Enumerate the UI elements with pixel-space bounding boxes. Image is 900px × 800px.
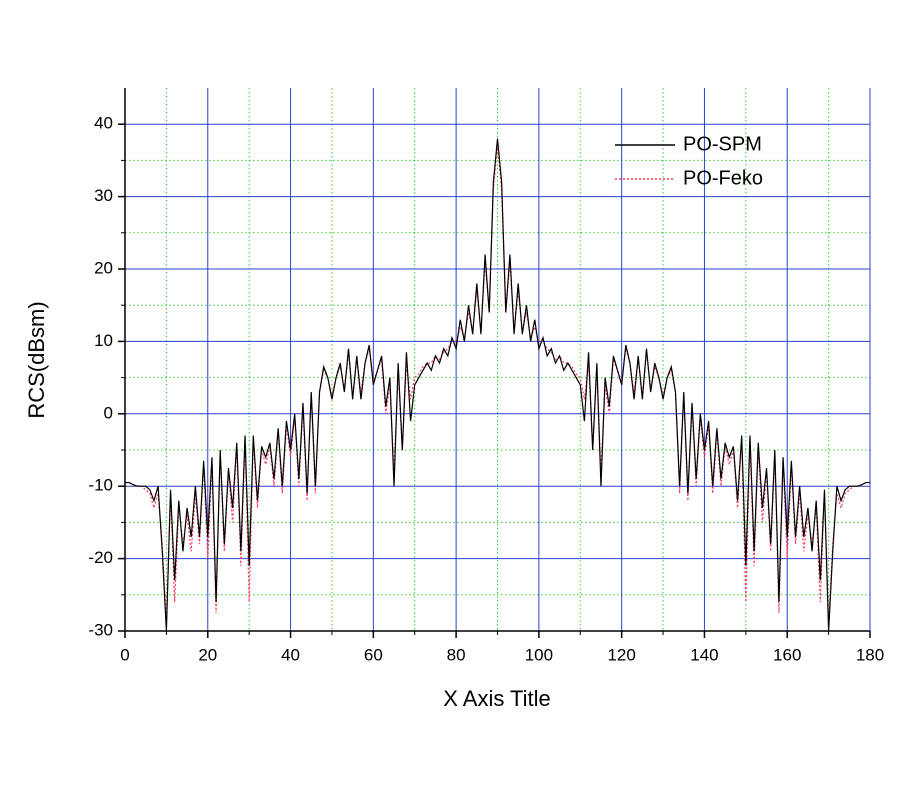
x-tick-label: 20 bbox=[198, 645, 217, 664]
series-line bbox=[125, 138, 870, 632]
x-axis-title: X Axis Title bbox=[443, 686, 551, 711]
x-tick-label: 80 bbox=[447, 645, 466, 664]
y-axis-title: RCS(dBsm) bbox=[24, 301, 49, 418]
legend-label: PO-SPM bbox=[683, 133, 762, 155]
y-tick-label: -20 bbox=[88, 548, 113, 567]
x-tick-label: 120 bbox=[607, 645, 635, 664]
legend-label: PO-Feko bbox=[683, 167, 763, 189]
x-tick-label: 160 bbox=[773, 645, 801, 664]
y-tick-label: 10 bbox=[94, 331, 113, 350]
y-tick-label: -10 bbox=[88, 476, 113, 495]
x-tick-label: 0 bbox=[120, 645, 129, 664]
x-tick-label: 60 bbox=[364, 645, 383, 664]
y-tick-label: 30 bbox=[94, 186, 113, 205]
x-tick-label: 180 bbox=[856, 645, 884, 664]
y-tick-label: -30 bbox=[88, 620, 113, 639]
x-tick-label: 140 bbox=[690, 645, 718, 664]
y-tick-label: 0 bbox=[104, 403, 113, 422]
x-tick-label: 40 bbox=[281, 645, 300, 664]
x-tick-label: 100 bbox=[525, 645, 553, 664]
series-line bbox=[125, 145, 870, 624]
y-tick-label: 40 bbox=[94, 114, 113, 133]
y-tick-label: 20 bbox=[94, 258, 113, 277]
